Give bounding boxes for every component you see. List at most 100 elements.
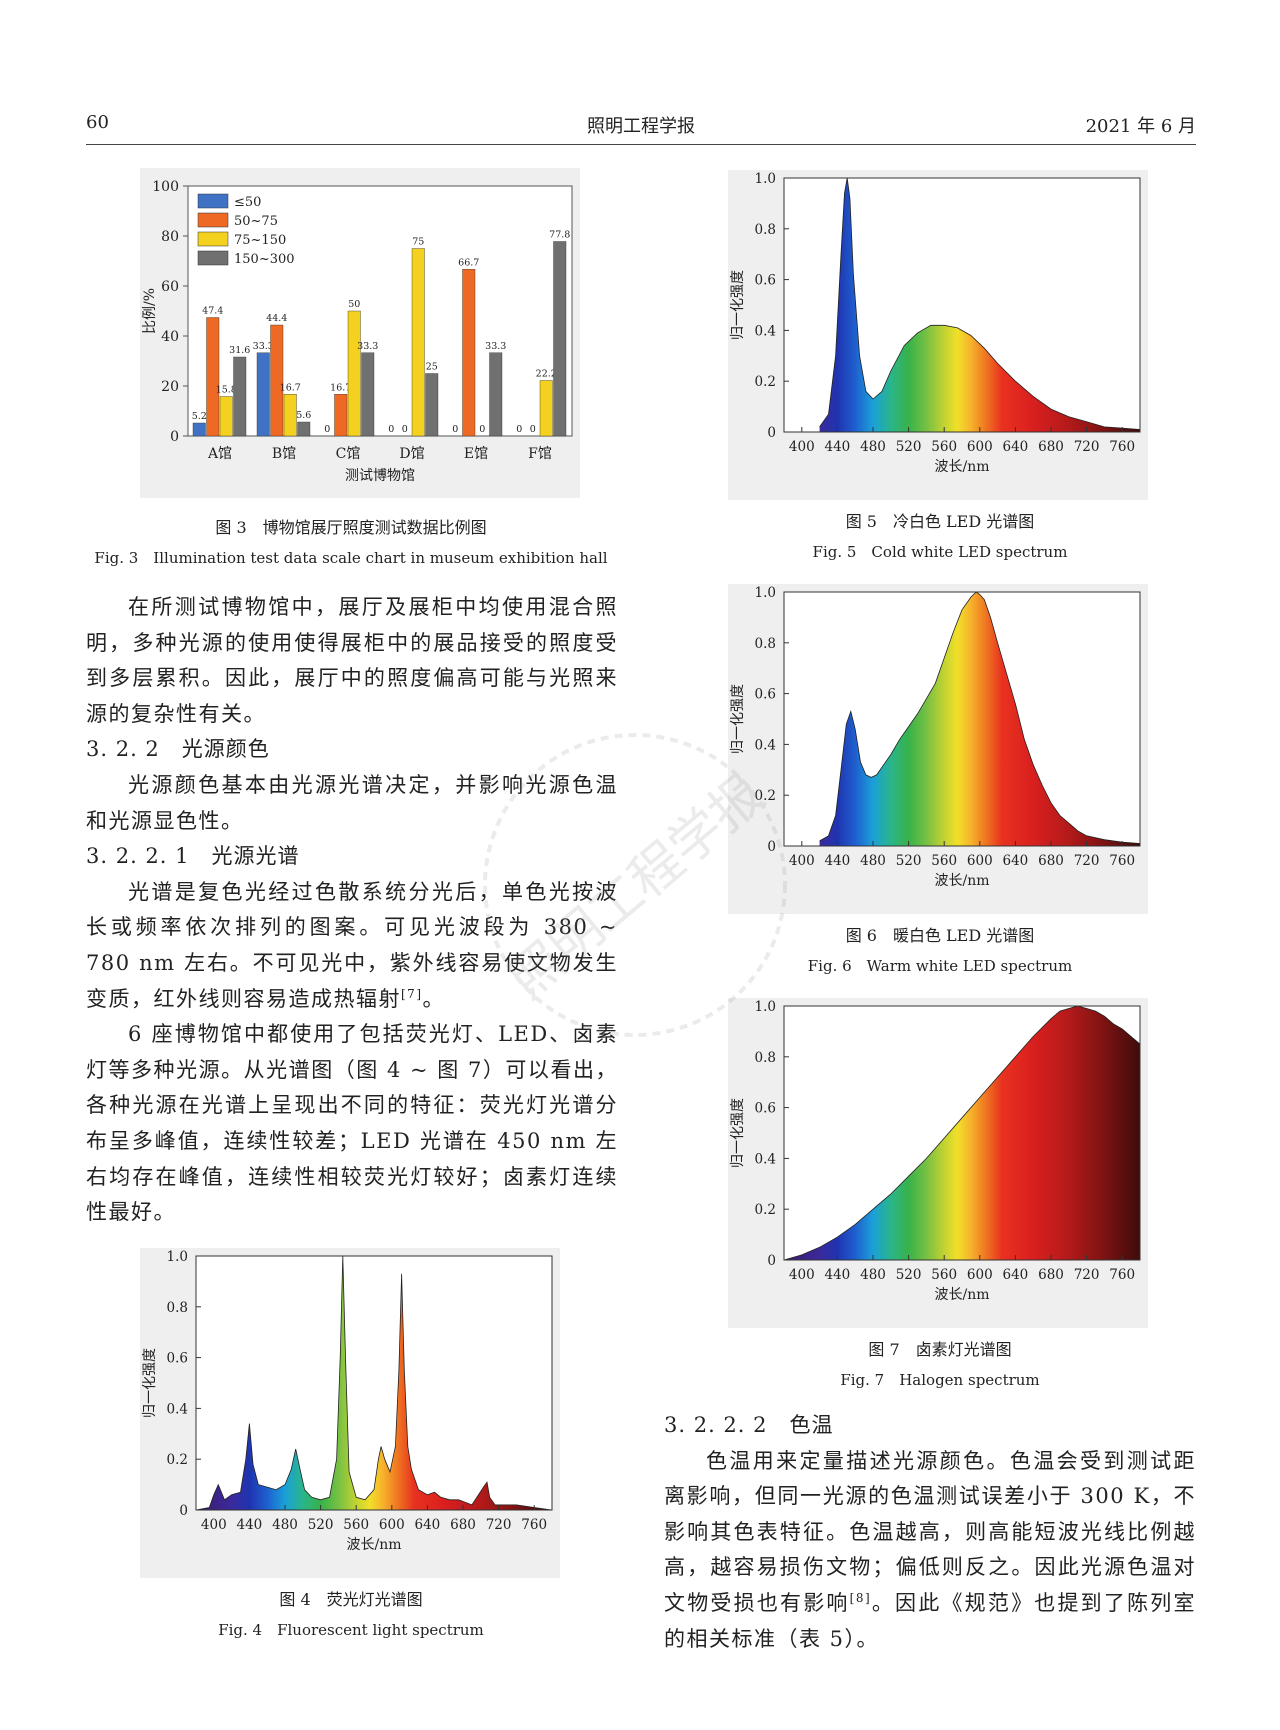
fig4-y-tick-label: 0.8 — [167, 1300, 188, 1316]
fig5-spectrum-line — [819, 177, 1141, 430]
fig6-x-tick-label: 680 — [1038, 853, 1064, 869]
journal-watermark-seal: 照明工程学报 — [483, 733, 787, 1037]
fig3-y-tick-label: 60 — [161, 279, 179, 295]
fig7-caption-en: Fig. 7 Halogen spectrum — [840, 1371, 1040, 1389]
fig7-y-tick-label: 1.0 — [755, 999, 776, 1015]
fig4-caption-cn: 图 4 荧光灯光谱图 — [279, 1590, 423, 1609]
fig3-bar-chart: 0 20 40 60 80 100 A馆 5.2 47.4 15.8 31.6 B馆 33.3 44.4 1… — [140, 168, 580, 498]
fig3-y-tick-label: 0 — [170, 429, 179, 445]
fig7-x-tick-label: 680 — [1038, 1267, 1064, 1283]
fig7-y-tick-label: 0 — [767, 1253, 776, 1269]
fig4-x-tick-label: 640 — [415, 1517, 441, 1533]
fig7-plot-frame — [783, 1005, 1141, 1261]
fig4-x-tick-label: 440 — [237, 1517, 263, 1533]
fig6-caption-en: Fig. 6 Warm white LED spectrum — [807, 957, 1073, 975]
paragraph-mixed-lighting: 在所测试博物馆中，展厅及展柜中均使用混合照明，多种光源的使用使得展柜中的展品接受… — [86, 595, 618, 726]
fig3-y-tick-label: 40 — [161, 329, 179, 345]
fig7-x-tick-label: 400 — [789, 1267, 815, 1283]
fig3-bar-value-label: 47.4 — [202, 306, 223, 317]
fig5-spectrum-area — [819, 178, 1140, 432]
fig5-x-axis-label: 波长/nm — [934, 459, 989, 475]
fig4-y-tick-label: 0.6 — [167, 1351, 188, 1367]
fig6-y-tick-label: 0 — [767, 839, 776, 855]
fig6-x-tick-label: 480 — [860, 853, 886, 869]
fig5-caption-en: Fig. 5 Cold white LED spectrum — [812, 543, 1068, 561]
citation-7: [7] — [401, 986, 423, 1001]
fig6-x-tick-label: 520 — [896, 853, 922, 869]
fig4-x-tick-label: 400 — [201, 1517, 227, 1533]
fig3-caption-en: Fig. 3 Illumination test data scale char… — [94, 549, 608, 567]
fig3-bar-value-label: 33.3 — [357, 341, 378, 352]
fig7-y-tick-label: 0.6 — [755, 1101, 776, 1117]
fig3-bar — [425, 373, 439, 437]
fig3-bar — [206, 317, 220, 437]
fig3-legend: ≤50 50~75 75~150 150~300 — [197, 193, 295, 267]
fig4-x-axis-label: 波长/nm — [346, 1537, 401, 1553]
fig4-caption: 图 4 荧光灯光谱图 Fig. 4 Fluorescent light spec… — [86, 1585, 616, 1645]
fig6-y-tick-label: 0.8 — [755, 636, 776, 652]
journal-title: 照明工程学报 — [587, 116, 695, 137]
fig7-x-tick-label: 480 — [860, 1267, 886, 1283]
fig3-y-axis-label: 比例/% — [142, 288, 158, 334]
fig4-y-axis-label: 归一化强度 — [141, 1348, 158, 1418]
fig3-bar — [297, 421, 311, 437]
fig4-spectrum-chart: 400 440 480 520 560 600 640 680 720 760 0 0.2 0.4 0.6… — [140, 1248, 560, 1578]
paragraph-color-temperature: 色温用来定量描述光源颜色。色温会受到测试距离影响，但同一光源的色温测试误差小于 … — [664, 1444, 1196, 1658]
fig3-bar — [270, 324, 284, 437]
fig5-spectrum-chart: 400 440 480 520 560 600 640 680 720 760 0 0.2 0.4 0.6… — [728, 170, 1148, 500]
fig5-x-tick-label: 400 — [789, 439, 815, 455]
issue-date: 2021 年 6 月 — [1085, 116, 1196, 137]
fig5-x-tick-label: 720 — [1074, 439, 1100, 455]
fig3-legend-label: ≤50 — [234, 195, 261, 210]
right-text-column: 3. 2. 2. 2 色温 色温用来定量描述光源颜色。色温会受到测试距离影响，但… — [664, 1408, 1196, 1657]
fig4-x-tick-label: 520 — [308, 1517, 334, 1533]
fig4-x-tick-label: 720 — [486, 1517, 512, 1533]
fig5-y-tick-label: 0.2 — [755, 374, 776, 390]
fig3-bar — [219, 396, 233, 437]
fig5-caption: 图 5 冷白色 LED 光谱图 Fig. 5 Cold white LED sp… — [680, 507, 1200, 567]
fig3-bar-value-label: 5.6 — [296, 410, 311, 421]
fig3-legend-label: 150~300 — [234, 252, 295, 267]
fig6-y-tick-label: 0.2 — [755, 788, 776, 804]
fig3-bar — [256, 352, 270, 437]
fig5-y-tick-label: 0.6 — [755, 273, 776, 289]
fig3-bar — [192, 422, 206, 437]
fig3-bar — [334, 394, 348, 437]
fig7-x-tick-label: 560 — [931, 1267, 957, 1283]
fig3-y-tick-label: 20 — [161, 379, 179, 395]
fig4-y-tick-label: 0 — [179, 1503, 188, 1519]
paragraph-light-sources: 6 座博物馆中都使用了包括荧光灯、LED、卤素灯等多种光源。从光谱图（图 4 ~… — [86, 1022, 618, 1225]
fig3-bar-value-label: 33.3 — [485, 341, 506, 352]
fig7-y-axis-label: 归一化强度 — [729, 1098, 746, 1168]
fig5-x-tick-label: 680 — [1038, 439, 1064, 455]
fig4-x-tick-label: 480 — [272, 1517, 298, 1533]
fig7-caption-cn: 图 7 卤素灯光谱图 — [868, 1340, 1012, 1359]
paragraph-color-temperature-text: 色温用来定量描述光源颜色。色温会受到测试距离影响，但同一光源的色温测试误差小于 … — [664, 1448, 1196, 1615]
fig6-x-tick-label: 640 — [1003, 853, 1029, 869]
fig3-legend-swatch — [197, 250, 229, 266]
fig7-spectrum-line — [783, 1005, 1141, 1261]
fig5-x-tick-label: 560 — [931, 439, 957, 455]
fig7-x-tick-label: 520 — [896, 1267, 922, 1283]
fig6-x-axis-label: 波长/nm — [934, 873, 989, 889]
fig3-bar-value-label: 5.2 — [192, 411, 207, 422]
fig6-y-tick-label: 0.6 — [755, 687, 776, 703]
fig7-spectrum-area — [784, 1006, 1140, 1260]
fig3-bar-value-label: 0 — [452, 424, 458, 435]
fig5-plot-frame — [783, 177, 1141, 433]
paragraph-light-color: 光源颜色基本由光源光谱决定，并影响光源色温和光源显色性。 — [86, 772, 618, 833]
fig3-bar-value-label: 77.8 — [549, 230, 570, 241]
fig3-bar-value-label: 0 — [388, 424, 394, 435]
fig3-bar-value-label: 16.7 — [330, 382, 351, 393]
fig7-x-tick-label: 640 — [1003, 1267, 1029, 1283]
fig3-bar — [553, 241, 567, 437]
fig6-spectrum-area — [819, 592, 1140, 846]
fig4-y-tick-label: 0.2 — [167, 1452, 188, 1468]
paragraph-color-temperature-end: 。因此《规范》也提到了陈列室的相关标准（表 5）。 — [664, 1590, 1197, 1651]
fig3-legend-swatch — [197, 231, 229, 247]
fig5-x-tick-label: 480 — [860, 439, 886, 455]
fig6-spectrum-line — [819, 591, 1141, 844]
fig3-legend-label: 50~75 — [234, 214, 278, 229]
fig6-spectrum-chart: 400 440 480 520 560 600 640 680 720 760 0 0.2 0.4 0.6… — [728, 584, 1148, 914]
fig3-y-tick-label: 100 — [152, 179, 179, 195]
